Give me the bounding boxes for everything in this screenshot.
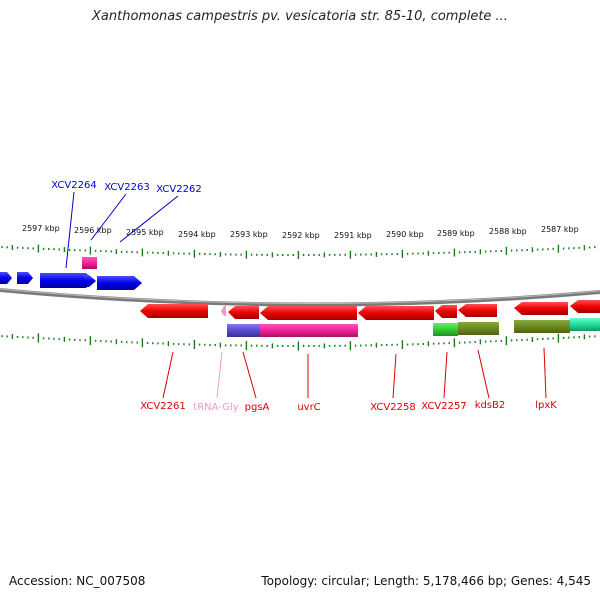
domain-block-magenta[interactable] <box>82 257 97 269</box>
gene-label-lpxk[interactable]: lpxK <box>535 400 557 411</box>
gene-arrow-uvrc[interactable] <box>260 306 357 320</box>
gene-arrow-xcv2261[interactable] <box>140 304 208 318</box>
gene-arrow-forward[interactable] <box>17 272 33 284</box>
gene-label-xcv2263[interactable]: XCV2263 <box>104 182 149 193</box>
ruler-label: 2589 kbp <box>437 229 475 238</box>
reverse-labels: XCV2261 tRNA-Gly pgsA uvrC XCV2258 XCV22… <box>140 400 557 413</box>
callout-line-xcv2258 <box>392 353 397 399</box>
gene-label-xcv2258[interactable]: XCV2258 <box>370 402 415 413</box>
ruler-labels: 2597 kbp 2596 kbp 2595 kbp 2594 kbp 2593… <box>22 224 579 240</box>
gene-arrow-pgsa[interactable] <box>228 306 259 319</box>
forward-strand <box>0 257 142 290</box>
gene-arrow-partial[interactable] <box>570 300 600 313</box>
forward-callouts <box>65 191 179 269</box>
gene-label-xcv2264[interactable]: XCV2264 <box>51 180 96 191</box>
reverse-callouts <box>162 347 547 399</box>
gene-label-kdsb2[interactable]: kdsB2 <box>475 400 506 411</box>
gene-label-trna-gly[interactable]: tRNA-Gly <box>193 402 238 413</box>
gene-arrow-lpxk[interactable] <box>514 302 568 315</box>
ruler-label: 2593 kbp <box>230 230 268 239</box>
ruler-label: 2596 kbp <box>74 226 112 235</box>
domain-block-olive[interactable] <box>514 320 570 333</box>
domain-block-magenta[interactable] <box>260 324 358 337</box>
forward-labels: XCV2264 XCV2263 XCV2262 <box>51 180 201 195</box>
gene-arrow-xcv2262[interactable] <box>97 276 142 290</box>
ruler-label: 2591 kbp <box>334 231 372 240</box>
domain-block-olive[interactable] <box>458 322 499 335</box>
gene-arrow-xcv2263[interactable] <box>84 275 96 287</box>
feature-domains <box>227 318 600 337</box>
callout-line-lpxk <box>543 347 547 399</box>
ruler-label: 2597 kbp <box>22 224 60 233</box>
gene-arrow-xcv2264[interactable] <box>40 273 94 288</box>
domain-block-green[interactable] <box>433 323 458 336</box>
callout-line-kdsb2 <box>477 349 490 399</box>
callout-line-xcv2257 <box>443 351 448 399</box>
accession-text: Accession: NC_007508 <box>9 574 146 588</box>
gene-arrow-xcv2258[interactable] <box>358 306 434 320</box>
chromosome-backbone-highlight <box>0 288 600 305</box>
domain-block-teal[interactable] <box>570 318 600 331</box>
gene-label-xcv2261[interactable]: XCV2261 <box>140 401 185 412</box>
ruler-label: 2588 kbp <box>489 227 527 236</box>
callout-line-xcv2261 <box>162 351 174 399</box>
gene-label-xcv2257[interactable]: XCV2257 <box>421 401 466 412</box>
callout-line-xcv2264 <box>65 191 75 269</box>
gene-label-uvrc[interactable]: uvrC <box>297 402 320 413</box>
chromosome-backbone <box>0 288 600 307</box>
ruler-label: 2587 kbp <box>541 225 579 234</box>
gene-arrow-kdsb2[interactable] <box>458 304 497 317</box>
reverse-strand <box>140 300 600 320</box>
callout-line-xcv2263 <box>90 193 127 241</box>
gene-arrow-trna-gly[interactable] <box>221 306 226 316</box>
gene-arrow-forward[interactable] <box>0 272 12 284</box>
map-title: Xanthomonas campestris pv. vesicatoria s… <box>92 9 508 24</box>
gene-label-pgsa[interactable]: pgsA <box>245 402 270 413</box>
callout-line-trna-gly <box>216 351 223 399</box>
callout-line-pgsa <box>242 351 257 399</box>
gene-label-xcv2262[interactable]: XCV2262 <box>156 184 201 195</box>
ruler-label: 2592 kbp <box>282 231 320 240</box>
ruler-ticks-lower <box>1 333 596 351</box>
callout-line-xcv2262 <box>119 195 179 243</box>
domain-block-purple[interactable] <box>227 324 260 337</box>
topology-text: Topology: circular; Length: 5,178,466 bp… <box>261 574 591 588</box>
gene-arrow-xcv2257[interactable] <box>435 305 457 318</box>
ruler-label: 2594 kbp <box>178 230 216 239</box>
ruler-label: 2595 kbp <box>126 228 164 237</box>
ruler-label: 2590 kbp <box>386 230 424 239</box>
ruler-ticks-upper <box>1 244 596 259</box>
